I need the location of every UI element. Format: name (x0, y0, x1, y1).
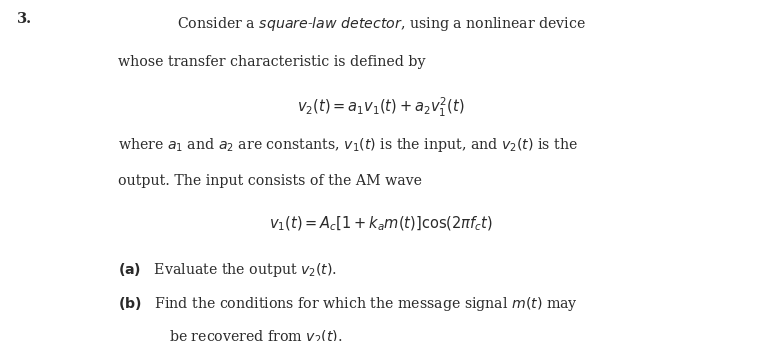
Text: $v_2(t) = a_1 v_1(t) + a_2 v_1^2(t)$: $v_2(t) = a_1 v_1(t) + a_2 v_1^2(t)$ (297, 95, 465, 119)
Text: Consider a $\it{square}$-$\it{law}$ $\it{detector}$, using a nonlinear device: Consider a $\it{square}$-$\it{law}$ $\it… (177, 15, 585, 33)
Text: be recovered from $v_2(t)$.: be recovered from $v_2(t)$. (169, 329, 343, 341)
Text: $v_1(t) = A_c[1 + k_a m(t)]\cos(2\pi f_c t)$: $v_1(t) = A_c[1 + k_a m(t)]\cos(2\pi f_c… (269, 215, 493, 233)
Text: where $a_1$ and $a_2$ are constants, $v_1(t)$ is the input, and $v_2(t)$ is the: where $a_1$ and $a_2$ are constants, $v_… (118, 136, 578, 154)
Text: 3.: 3. (17, 12, 32, 26)
Text: $\mathbf{(b)}$   Find the conditions for which the message signal $m(t)$ may: $\mathbf{(b)}$ Find the conditions for w… (118, 295, 578, 313)
Text: $\mathbf{(a)}$   Evaluate the output $v_2(t)$.: $\mathbf{(a)}$ Evaluate the output $v_2(… (118, 261, 338, 279)
Text: output. The input consists of the AM wave: output. The input consists of the AM wav… (118, 174, 422, 188)
Text: whose transfer characteristic is defined by: whose transfer characteristic is defined… (118, 55, 426, 69)
